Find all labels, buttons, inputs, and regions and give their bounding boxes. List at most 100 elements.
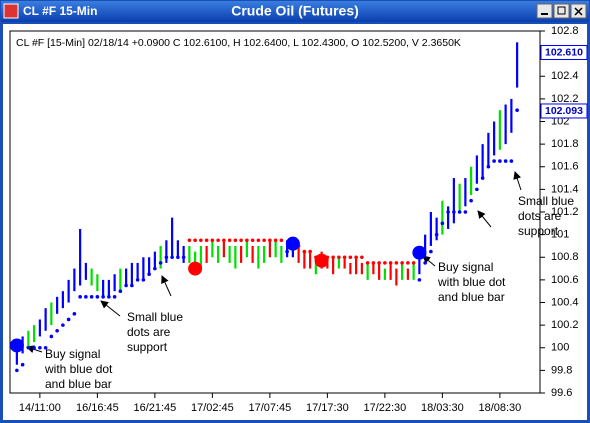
support-dot — [43, 345, 48, 350]
resistance-dot — [256, 238, 261, 243]
resistance-dot — [193, 238, 197, 243]
annotation: with blue dot — [437, 275, 506, 289]
y-tick-label: 100.2 — [551, 319, 579, 331]
support-dot — [170, 255, 174, 260]
resistance-dot — [250, 238, 255, 243]
signal-dot — [412, 245, 427, 260]
resistance-dot — [308, 249, 312, 254]
resistance-dot — [365, 261, 370, 265]
support-dot — [446, 210, 450, 214]
support-dot — [515, 108, 519, 112]
y-tick-label: 101.4 — [551, 183, 579, 195]
support-dot — [164, 255, 169, 260]
x-tick-label: 17/02:45 — [191, 402, 234, 414]
support-dot — [475, 187, 479, 192]
resistance-dot — [337, 255, 341, 260]
resistance-dot — [383, 261, 387, 265]
annotation: Small blue — [127, 310, 183, 324]
resistance-dot — [406, 261, 410, 265]
support-dot — [135, 278, 140, 282]
support-dot — [84, 295, 88, 299]
price-label: 102.610 — [545, 46, 583, 58]
resistance-dot — [360, 255, 364, 260]
support-dot — [72, 312, 77, 316]
maximize-button[interactable] — [553, 3, 570, 19]
arrow — [161, 275, 172, 297]
plot-area — [9, 30, 541, 394]
annotation: support — [518, 224, 559, 238]
support-dot — [457, 210, 462, 214]
y-tick-label: 101 — [551, 229, 569, 241]
y-tick-label: 102.8 — [551, 25, 579, 37]
arrow — [477, 210, 492, 228]
support-dot — [503, 159, 508, 163]
x-tick-label: 18/08:30 — [478, 402, 521, 414]
support-dot — [492, 159, 496, 163]
support-dot — [480, 176, 485, 180]
x-tick-label: 17/17:30 — [306, 402, 349, 414]
y-tick-label: 102.4 — [551, 70, 579, 82]
support-dot — [181, 255, 186, 260]
resistance-dot — [354, 255, 358, 260]
resistance-dot — [222, 238, 226, 243]
annotation: support — [127, 340, 168, 354]
annotation: dots are — [518, 209, 562, 223]
maximize-icon — [557, 6, 566, 15]
resistance-dot — [411, 261, 416, 265]
support-dot — [26, 345, 31, 350]
support-dot — [469, 198, 473, 203]
support-dot — [118, 289, 123, 293]
support-dot — [452, 210, 456, 214]
y-tick-label: 101.8 — [551, 138, 579, 150]
resistance-dot — [302, 249, 307, 254]
annotation: Buy signal — [438, 260, 493, 274]
support-dot — [55, 328, 59, 333]
support-dot — [38, 345, 42, 350]
support-dot — [49, 334, 54, 339]
minimize-button[interactable] — [536, 3, 553, 19]
resistance-dot — [262, 238, 266, 243]
annotation: with blue dot — [44, 362, 113, 376]
chart-title: Crude Oil (Futures) — [231, 3, 359, 19]
x-tick-label: 16/21:45 — [133, 402, 176, 414]
y-tick-label: 100 — [551, 342, 569, 354]
x-tick-label: 17/22:30 — [363, 402, 406, 414]
title-bar — [1, 1, 589, 22]
resistance-dot — [371, 261, 376, 265]
support-dot — [423, 261, 427, 265]
support-dot — [285, 249, 289, 254]
support-dot — [498, 159, 502, 163]
y-tick-label: 102.2 — [551, 93, 579, 105]
y-tick-label: 100.6 — [551, 274, 579, 286]
annotation: Small blue — [518, 194, 574, 208]
support-dot — [107, 295, 111, 299]
resistance-dot — [239, 238, 243, 243]
resistance-dot — [388, 261, 393, 265]
close-icon — [574, 7, 583, 16]
price-label: 102.093 — [545, 105, 583, 117]
x-tick-label: 14/11:00 — [19, 402, 61, 414]
window-buttons[interactable] — [536, 3, 587, 19]
arrow — [513, 171, 522, 191]
support-dot — [101, 295, 105, 299]
signal-dot — [9, 338, 24, 353]
support-dot — [15, 368, 19, 373]
resistance-dot — [268, 238, 272, 243]
resistance-dot — [227, 238, 232, 243]
annotation: dots are — [127, 325, 171, 339]
resistance-dot — [187, 238, 192, 243]
x-tick-label: 16/16:45 — [76, 402, 119, 414]
support-dot — [417, 278, 422, 282]
info-line: CL #F [15-Min] 02/18/14 +0.0900 C 102.61… — [16, 37, 461, 49]
window-icon — [3, 3, 19, 19]
resistance-dot — [377, 261, 381, 265]
support-dot — [463, 210, 468, 214]
resistance-dot — [233, 238, 238, 243]
signal-dot — [314, 253, 329, 268]
signal-dot — [285, 236, 300, 251]
resistance-dot — [400, 261, 404, 265]
support-dot — [153, 266, 157, 271]
support-dot — [66, 317, 71, 322]
resistance-dot — [245, 238, 249, 243]
price-label-box — [540, 103, 588, 119]
